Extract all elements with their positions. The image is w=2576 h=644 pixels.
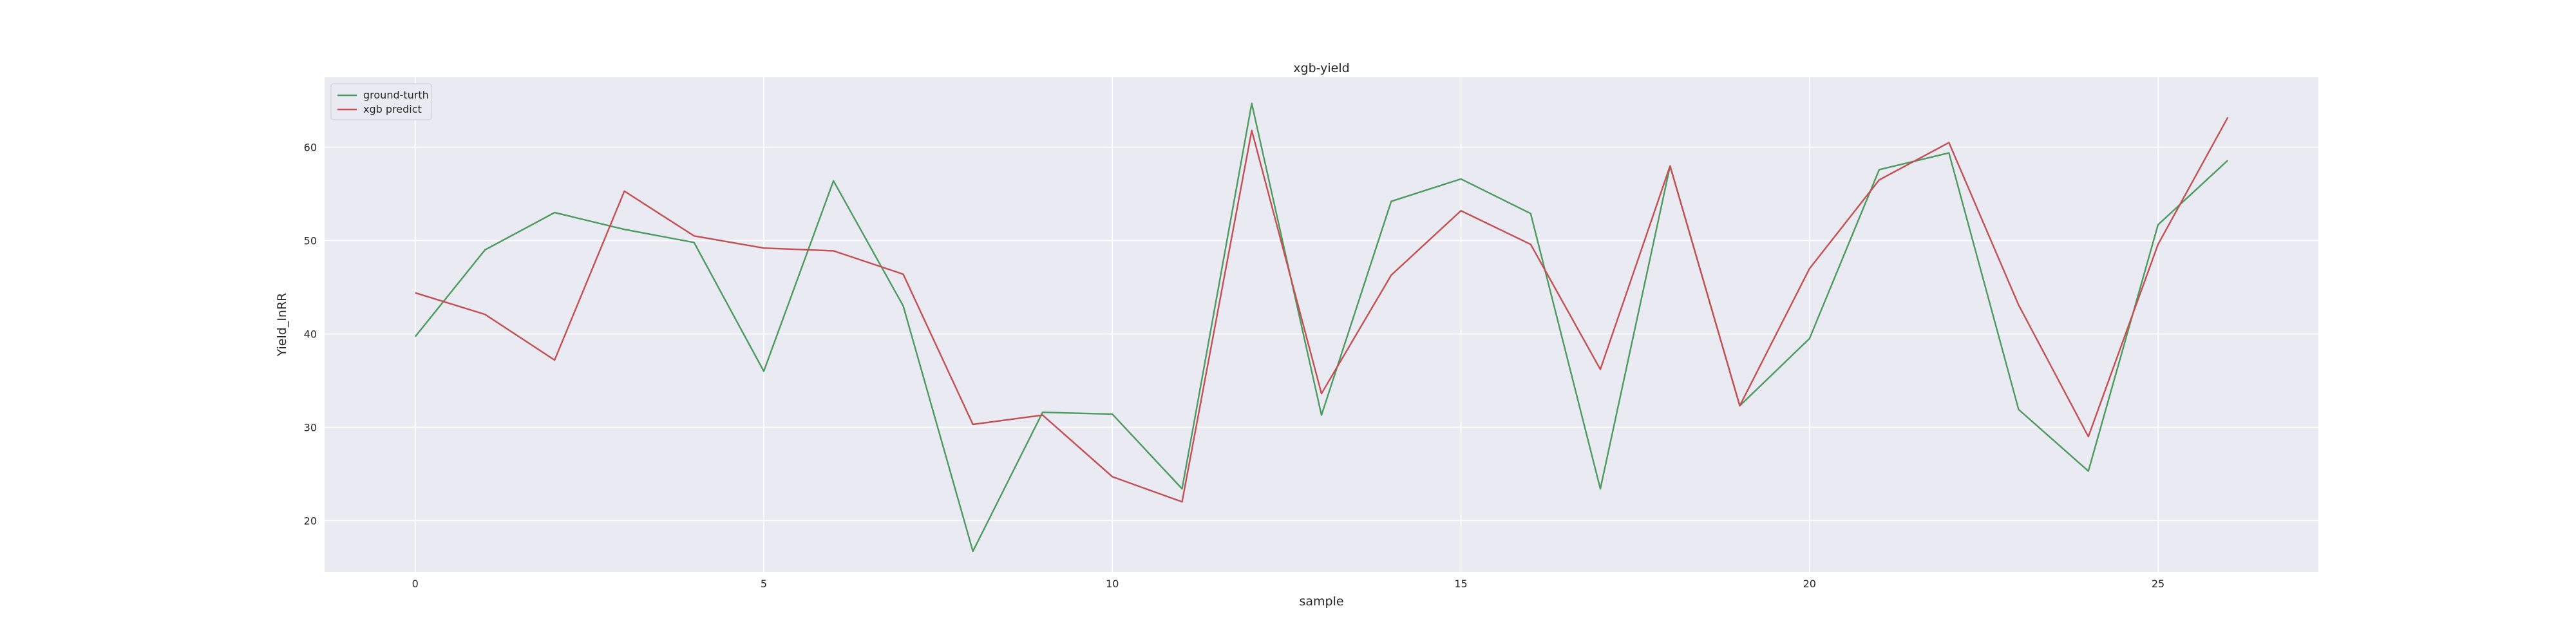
chart-title: xgb-yield xyxy=(1293,61,1349,75)
y-tick-label: 30 xyxy=(304,421,317,433)
y-tick-label: 40 xyxy=(304,328,317,340)
legend-box xyxy=(330,83,432,120)
legend-label: ground-turth xyxy=(363,89,429,101)
x-tick-label: 25 xyxy=(2152,578,2164,590)
series-lines xyxy=(414,102,2229,553)
tick-labels: 0 5 10 15 20 25 20 30 40 50 60 xyxy=(304,142,2165,590)
x-tick-label: 0 xyxy=(412,578,419,590)
y-tick-label: 50 xyxy=(304,235,317,247)
series-line-ground-turth xyxy=(414,102,2229,553)
y-tick-label: 60 xyxy=(304,142,317,154)
legend: ground-turth xgb predict xyxy=(330,83,432,120)
x-tick-label: 5 xyxy=(761,578,767,590)
y-tick-label: 20 xyxy=(304,515,317,527)
grid-lines xyxy=(325,77,2318,572)
y-axis-label: Yield_InRR xyxy=(275,293,289,357)
plot-area xyxy=(325,77,2318,572)
series-line-xgb-predict xyxy=(415,117,2229,503)
legend-label: xgb predict xyxy=(363,103,422,115)
x-tick-label: 20 xyxy=(1803,578,1816,590)
x-axis-label: sample xyxy=(1299,594,1343,609)
x-tick-label: 10 xyxy=(1106,578,1119,590)
x-tick-label: 15 xyxy=(1454,578,1467,590)
